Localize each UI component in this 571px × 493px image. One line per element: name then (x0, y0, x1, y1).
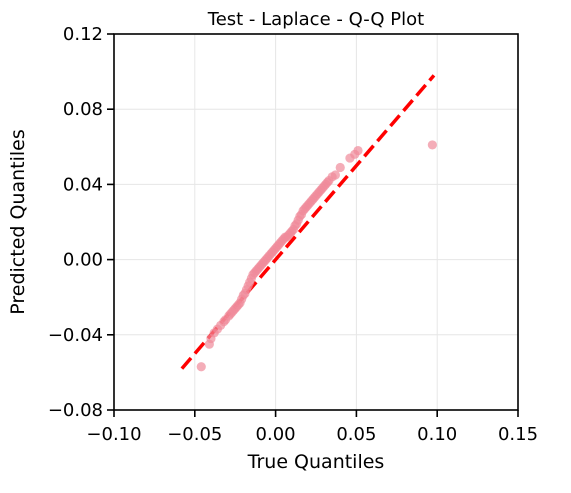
y-axis-ticks: −0.08 −0.04 0.00 0.04 0.08 0.12 (48, 24, 114, 421)
plot-frame (113, 33, 519, 411)
grid (113, 33, 519, 411)
y-tick-label: 0.12 (63, 24, 103, 45)
x-tick-label: 0.10 (417, 424, 457, 445)
x-tick-label: 0.05 (336, 424, 376, 445)
x-axis-ticks: −0.10 −0.05 0.00 0.05 0.10 0.15 (86, 410, 538, 445)
x-tick-label: 0.15 (498, 424, 538, 445)
chart-title: Test - Laplace - Q-Q Plot (207, 9, 424, 30)
x-tick-label: −0.10 (86, 424, 141, 445)
y-tick-label: 0.08 (63, 99, 103, 120)
data-point (427, 140, 437, 150)
data-point (330, 170, 340, 180)
y-tick-label: −0.08 (48, 400, 103, 421)
data-point (353, 145, 363, 156)
data-point (335, 162, 345, 173)
y-axis-label: Predicted Quantiles (7, 129, 29, 315)
scatter-points (196, 140, 437, 372)
x-tick-label: −0.05 (167, 424, 222, 445)
data-point (196, 362, 206, 372)
x-tick-label: 0.00 (256, 424, 296, 445)
x-axis-label: True Quantiles (247, 451, 385, 473)
y-tick-label: −0.04 (48, 325, 103, 346)
y-tick-label: 0.00 (63, 250, 103, 271)
y-tick-label: 0.04 (63, 174, 103, 195)
